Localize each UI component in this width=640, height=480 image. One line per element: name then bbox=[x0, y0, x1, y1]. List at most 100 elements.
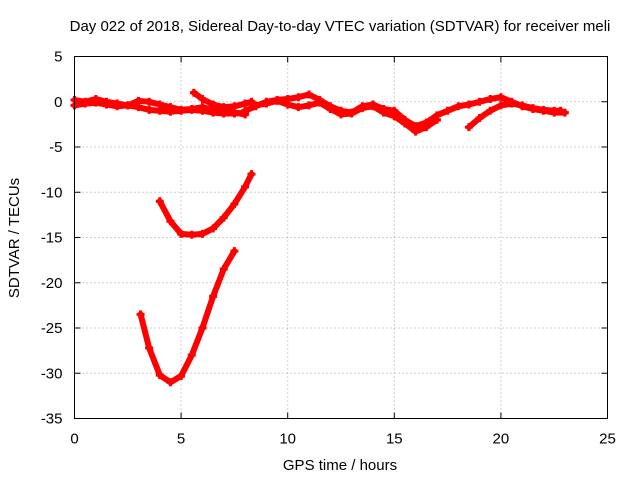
data-point bbox=[123, 101, 132, 110]
data-point bbox=[464, 123, 473, 132]
data-point bbox=[475, 97, 484, 106]
data-point bbox=[166, 378, 175, 387]
data-point bbox=[219, 103, 228, 112]
data-point bbox=[230, 247, 239, 256]
data-point bbox=[496, 101, 505, 110]
data-point bbox=[247, 97, 256, 106]
y-tick-label: -20 bbox=[41, 275, 63, 292]
data-point bbox=[315, 98, 324, 107]
x-tick-label: 15 bbox=[386, 431, 403, 448]
data-point bbox=[368, 102, 377, 111]
data-point bbox=[113, 102, 122, 111]
data-point bbox=[136, 310, 145, 319]
data-point bbox=[241, 99, 250, 108]
data-point bbox=[230, 200, 239, 209]
data-point bbox=[528, 104, 537, 113]
data-point bbox=[411, 127, 420, 136]
data-point bbox=[102, 100, 111, 109]
data-point bbox=[209, 224, 218, 233]
data-point bbox=[262, 99, 271, 108]
data-point bbox=[496, 93, 505, 102]
data-point bbox=[209, 292, 218, 301]
x-tick-label: 25 bbox=[599, 431, 616, 448]
data-point bbox=[155, 197, 164, 206]
y-tick-label: -5 bbox=[49, 139, 62, 156]
data-point bbox=[251, 101, 260, 110]
data-point bbox=[134, 96, 143, 105]
series-track-5 bbox=[252, 97, 440, 135]
data-point bbox=[166, 217, 175, 226]
data-point bbox=[198, 229, 207, 238]
data-point bbox=[464, 100, 473, 109]
data-point bbox=[486, 95, 495, 104]
series-track-8 bbox=[137, 248, 238, 386]
data-point bbox=[187, 104, 196, 113]
data-point bbox=[198, 95, 207, 104]
data-point bbox=[390, 112, 399, 121]
series-track-6 bbox=[465, 100, 564, 131]
data-point bbox=[539, 105, 548, 114]
data-point bbox=[219, 265, 228, 274]
chart-title: Day 022 of 2018, Sidereal Day-to-day VTE… bbox=[70, 18, 611, 35]
data-point bbox=[145, 343, 154, 352]
data-point bbox=[294, 103, 303, 112]
y-tick-label: -25 bbox=[41, 320, 63, 337]
data-point bbox=[556, 106, 565, 115]
x-tick-label: 5 bbox=[177, 431, 185, 448]
data-point bbox=[187, 351, 196, 360]
data-point bbox=[283, 100, 292, 109]
data-point bbox=[422, 123, 431, 132]
data-point bbox=[379, 108, 388, 117]
data-point bbox=[507, 99, 516, 108]
data-point bbox=[91, 98, 100, 107]
data-point bbox=[177, 229, 186, 238]
data-point bbox=[189, 88, 198, 97]
series-group bbox=[70, 88, 569, 387]
data-point bbox=[294, 93, 303, 102]
data-point bbox=[305, 101, 314, 110]
data-point bbox=[209, 100, 218, 109]
data-point bbox=[166, 103, 175, 112]
x-axis-label: GPS time / hours bbox=[283, 457, 397, 474]
axis-ticks: 0 5 10 15 20 25 5 0 -5 -10 -15 -20 -25 -30 -35 bbox=[41, 49, 616, 448]
data-point bbox=[454, 102, 463, 111]
x-tick-label: 20 bbox=[493, 431, 510, 448]
data-point bbox=[305, 90, 314, 99]
data-point bbox=[337, 110, 345, 119]
series-track-7 bbox=[156, 171, 255, 238]
data-point bbox=[326, 104, 335, 113]
y-tick-label: 0 bbox=[54, 94, 62, 111]
y-axis-label: SDTVAR / TECUs bbox=[6, 178, 23, 298]
data-point bbox=[475, 114, 484, 123]
data-point bbox=[177, 105, 186, 114]
data-point bbox=[81, 99, 90, 108]
data-point bbox=[358, 104, 367, 113]
data-point bbox=[432, 115, 441, 124]
x-tick-label: 10 bbox=[279, 431, 296, 448]
x-tick-label: 0 bbox=[70, 431, 78, 448]
data-point bbox=[198, 103, 207, 112]
data-point bbox=[187, 230, 196, 239]
data-point bbox=[347, 109, 356, 118]
data-point bbox=[219, 213, 228, 222]
y-tick-label: -10 bbox=[41, 184, 63, 201]
data-point bbox=[145, 105, 154, 114]
data-point bbox=[241, 106, 250, 115]
data-point bbox=[177, 371, 186, 380]
data-point bbox=[273, 96, 282, 105]
y-tick-label: -30 bbox=[41, 365, 63, 382]
data-point bbox=[241, 182, 250, 191]
data-point bbox=[230, 102, 239, 111]
data-point bbox=[443, 106, 452, 115]
y-tick-label: 5 bbox=[54, 49, 62, 66]
data-point bbox=[145, 97, 154, 106]
data-point bbox=[486, 106, 495, 115]
data-point bbox=[155, 371, 164, 380]
data-point bbox=[198, 324, 207, 332]
data-point bbox=[400, 119, 409, 128]
plot-frame bbox=[74, 56, 608, 419]
y-tick-label: -15 bbox=[41, 230, 63, 247]
data-point bbox=[155, 100, 164, 109]
data-point bbox=[247, 170, 256, 179]
